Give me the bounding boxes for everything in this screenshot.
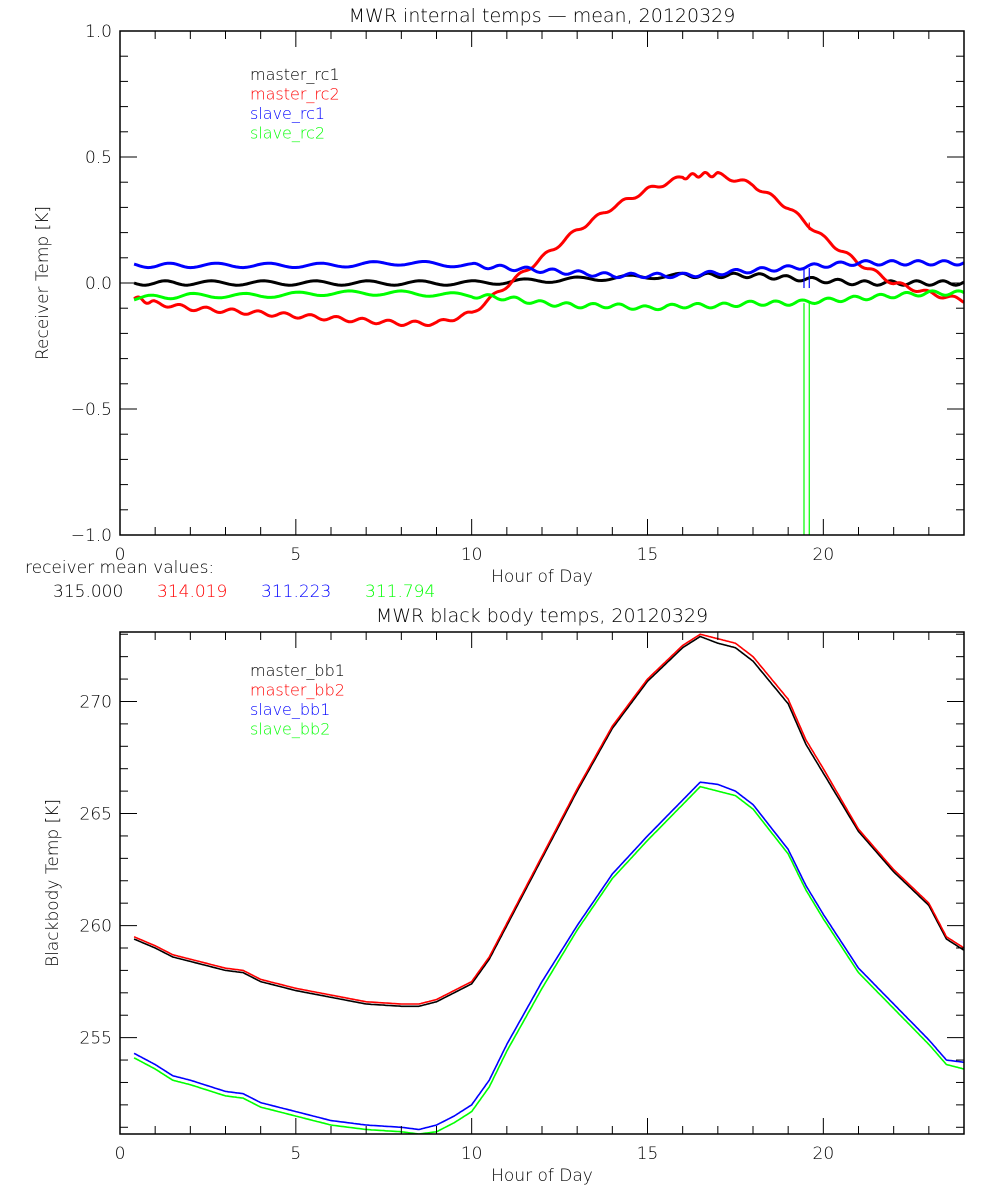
x-tick-label: 5	[290, 545, 301, 565]
series-line-slave_bb1	[133, 781, 964, 1131]
x-tick-label: 0	[115, 545, 126, 565]
panel-receiver-temps: MWR internal temps — mean, 20120329 0 5 10…	[25, 5, 965, 602]
x-tick-label: 10	[461, 1144, 483, 1164]
x-tick-label: 10	[461, 545, 483, 565]
chart-title: MWR internal temps — mean, 20120329	[349, 5, 736, 27]
y-tick-label: −1.0	[71, 526, 112, 546]
y-tick-label: 255	[80, 1029, 112, 1049]
y-axis-label: Blackbody Temp [K]	[43, 799, 63, 967]
x-tick-label: 15	[637, 545, 659, 565]
mean-value: 311.223	[261, 582, 331, 602]
legend-entry-slave_rc2: slave_rc2	[250, 124, 325, 143]
legend-entry-master_rc1: master_rc1	[250, 65, 340, 84]
y-tick-label: −0.5	[71, 400, 112, 420]
x-tick-label: 20	[813, 1144, 835, 1164]
x-tick-label: 5	[290, 1144, 301, 1164]
series-line-master_rc2	[133, 171, 964, 327]
y-tick-label: 0.0	[85, 274, 112, 294]
x-tick-label: 20	[813, 545, 835, 565]
y-tick-label: 1.0	[85, 22, 112, 42]
series-line-master_rc1	[133, 271, 964, 287]
mean-values-label: receiver mean values:	[25, 558, 214, 578]
y-tick-label: 0.5	[85, 148, 112, 168]
series-line-master_bb1	[133, 635, 964, 1008]
series-line-slave_bb2	[133, 785, 964, 1134]
plot-area	[133, 171, 964, 535]
mean-value: 315.000	[53, 582, 123, 602]
x-axis-label: Hour of Day	[491, 1166, 593, 1186]
series-group	[133, 171, 964, 535]
legend-entry-slave_bb1: slave_bb1	[250, 700, 330, 719]
legend-entry-master_rc2: master_rc2	[250, 85, 340, 104]
plot-area	[133, 633, 964, 1134]
mean-values: 315.000 314.019 311.223 311.794	[53, 582, 435, 602]
axes: 0 5 10 15 20 −1.0 −0.5 0.0 0.5 1.0	[71, 22, 965, 565]
series-line-slave_rc1	[133, 259, 964, 280]
legend-entry-master_bb1: master_bb1	[250, 661, 345, 680]
panel-blackbody-temps: MWR black body temps, 20120329 0 5 10 15 20 2…	[43, 605, 965, 1186]
series-line-slave_rc2	[133, 289, 964, 312]
legend-entry-slave_rc1: slave_rc1	[250, 104, 325, 123]
x-axis-label: Hour of Day	[491, 567, 593, 587]
y-axis-label: Receiver Temp [K]	[33, 206, 53, 360]
mean-value: 314.019	[157, 582, 227, 602]
legend-entry-slave_bb2: slave_bb2	[250, 720, 330, 739]
plot-frame	[119, 631, 965, 1135]
x-tick-label: 0	[115, 1144, 126, 1164]
axes: 0 5 10 15 20 255 260 265 270	[80, 632, 965, 1164]
chart-title: MWR black body temps, 20120329	[376, 605, 708, 627]
mean-value: 311.794	[365, 582, 435, 602]
legend-entry-master_bb2: master_bb2	[250, 681, 345, 700]
y-tick-label: 270	[80, 692, 112, 712]
x-tick-label: 15	[637, 1144, 659, 1164]
y-tick-label: 265	[80, 805, 112, 825]
y-tick-label: 260	[80, 917, 112, 937]
series-group	[133, 633, 964, 1134]
series-line-master_bb2	[133, 633, 964, 1005]
